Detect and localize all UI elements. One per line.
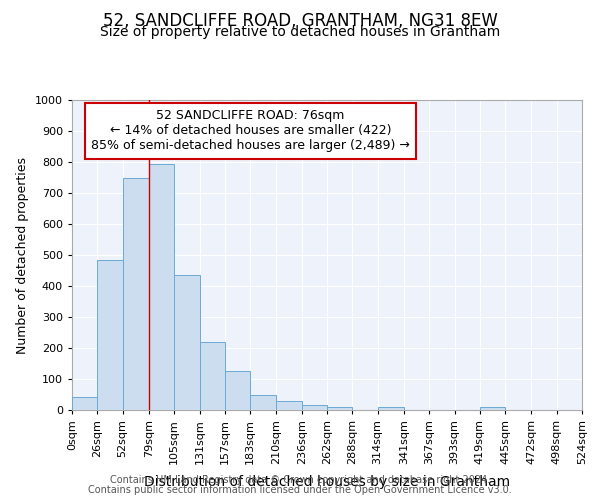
Y-axis label: Number of detached properties: Number of detached properties xyxy=(16,156,29,354)
Bar xyxy=(174,275,200,410)
Text: Contains HM Land Registry data © Crown copyright and database right 2024.: Contains HM Land Registry data © Crown c… xyxy=(110,475,490,485)
Bar xyxy=(225,370,250,410)
Bar xyxy=(480,407,505,410)
Bar xyxy=(149,164,174,410)
Text: Contains public sector information licensed under the Open Government Licence v3: Contains public sector information licen… xyxy=(88,485,512,495)
Bar xyxy=(97,260,122,410)
Bar xyxy=(377,407,404,410)
X-axis label: Distribution of detached houses by size in Grantham: Distribution of detached houses by size … xyxy=(144,476,510,490)
Bar xyxy=(199,342,225,410)
Text: 52 SANDCLIFFE ROAD: 76sqm
← 14% of detached houses are smaller (422)
85% of semi: 52 SANDCLIFFE ROAD: 76sqm ← 14% of detac… xyxy=(91,110,410,152)
Bar xyxy=(250,394,277,410)
Bar xyxy=(277,402,302,410)
Bar xyxy=(122,178,149,410)
Text: 52, SANDCLIFFE ROAD, GRANTHAM, NG31 8EW: 52, SANDCLIFFE ROAD, GRANTHAM, NG31 8EW xyxy=(103,12,497,30)
Text: Size of property relative to detached houses in Grantham: Size of property relative to detached ho… xyxy=(100,25,500,39)
Bar xyxy=(302,406,327,410)
Bar xyxy=(327,407,352,410)
Bar xyxy=(72,397,97,410)
